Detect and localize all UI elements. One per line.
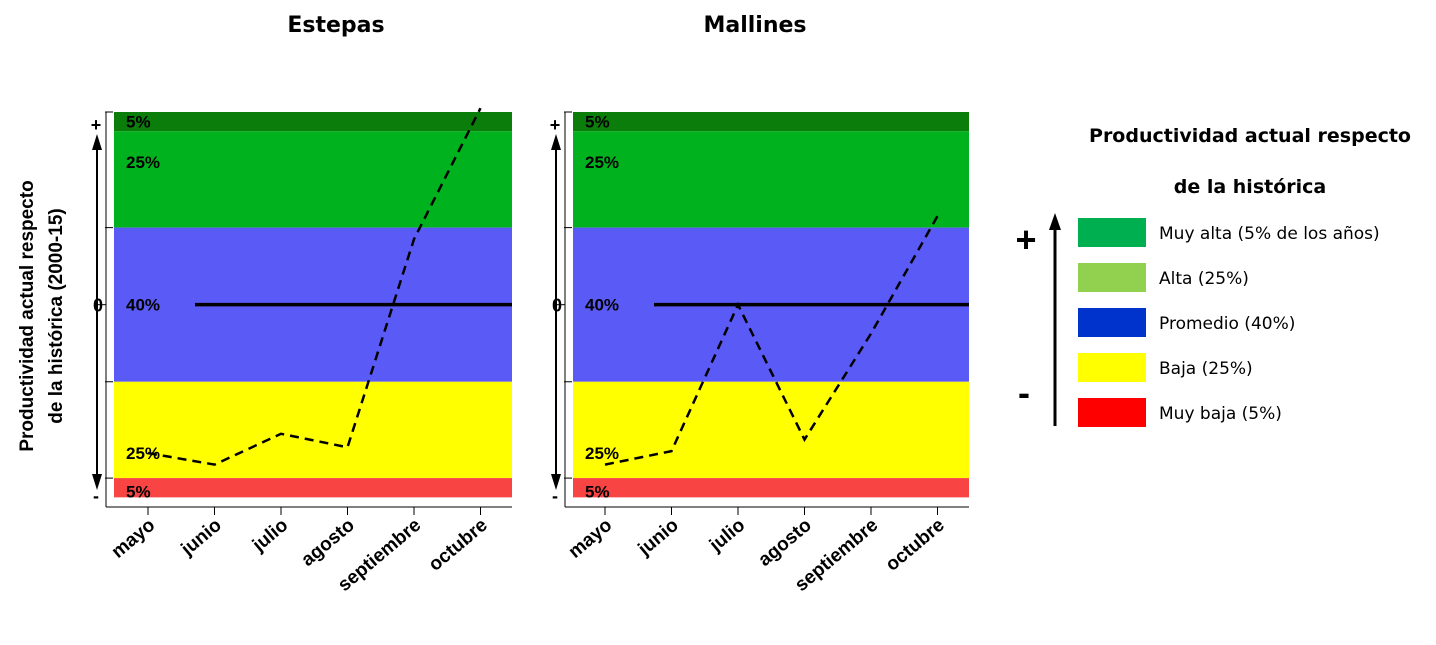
- y-axis-arrow-down: [551, 474, 561, 490]
- band-label-2: 40%: [126, 296, 160, 315]
- legend-swatch-3: [1078, 353, 1146, 382]
- x-tick-label: junio: [634, 515, 683, 561]
- band-4: [573, 478, 969, 498]
- legend-swatch-1: [1078, 263, 1146, 292]
- legend-title-line2: de la histórica: [1174, 176, 1327, 198]
- legend-item-label-1: Alta (25%): [1159, 269, 1249, 289]
- series-line: [604, 215, 939, 466]
- legend-swatch-4: [1078, 398, 1146, 427]
- band-label-4: 5%: [585, 483, 610, 502]
- band-label-1: 25%: [585, 153, 619, 172]
- chart-panel-estepas: Estepas5%25%40%25%5%+-0mayojuniojulioago…: [91, 13, 512, 596]
- y-axis-minus-symbol: -: [552, 486, 558, 506]
- band-1: [573, 131, 969, 228]
- legend-plus-symbol: +: [1015, 219, 1036, 260]
- x-tick-label: junio: [177, 515, 226, 561]
- x-tick-label: agosto: [298, 515, 359, 571]
- band-4: [114, 478, 512, 498]
- x-tick-label: mayo: [108, 515, 160, 563]
- band-label-4: 5%: [126, 483, 151, 502]
- x-tick-label: octubre: [882, 515, 949, 576]
- y-axis-label-line1: Productividad actual respecto: [17, 180, 38, 451]
- y-axis-arrow-down: [92, 474, 102, 490]
- x-tick-label: octubre: [425, 515, 492, 576]
- legend-item-label-4: Muy baja (5%): [1159, 404, 1282, 424]
- y-axis-plus-symbol: +: [91, 115, 102, 135]
- chart-title: Estepas: [287, 13, 384, 38]
- chart-panel-mallines: Mallines5%25%40%25%5%+-0mayojuniojulioag…: [550, 13, 969, 596]
- legend-item-label-3: Baja (25%): [1159, 359, 1253, 379]
- legend: Productividad actual respecto de la hist…: [1015, 125, 1411, 427]
- legend-swatch-0: [1078, 218, 1146, 247]
- y-axis-plus-symbol: +: [550, 115, 561, 135]
- band-label-2: 40%: [585, 296, 619, 315]
- legend-title-line1: Productividad actual respecto: [1089, 125, 1411, 147]
- x-tick-label: agosto: [755, 515, 816, 571]
- band-label-0: 5%: [126, 113, 151, 132]
- chart-title: Mallines: [703, 13, 806, 38]
- legend-minus-symbol: -: [1018, 372, 1030, 413]
- y-axis-minus-symbol: -: [93, 486, 99, 506]
- band-label-0: 5%: [585, 113, 610, 132]
- y-axis-label-line2: de la histórica (2000-15): [46, 208, 67, 423]
- legend-item-label-2: Promedio (40%): [1159, 314, 1295, 334]
- band-label-3: 25%: [126, 444, 160, 463]
- x-tick-label: julio: [705, 515, 749, 557]
- legend-arrow-head: [1049, 213, 1061, 230]
- series-line: [147, 107, 482, 466]
- y-axis-arrow-up: [92, 134, 102, 150]
- y-axis-arrow-up: [551, 134, 561, 150]
- band-label-3: 25%: [585, 444, 619, 463]
- band-0: [573, 112, 969, 132]
- x-tick-label: mayo: [565, 515, 617, 563]
- band-3: [114, 381, 512, 479]
- legend-swatch-2: [1078, 308, 1146, 337]
- band-label-1: 25%: [126, 153, 160, 172]
- band-1: [114, 131, 512, 228]
- band-0: [114, 112, 512, 132]
- band-3: [573, 381, 969, 479]
- x-tick-label: julio: [248, 515, 292, 557]
- legend-item-label-0: Muy alta (5% de los años): [1159, 224, 1380, 244]
